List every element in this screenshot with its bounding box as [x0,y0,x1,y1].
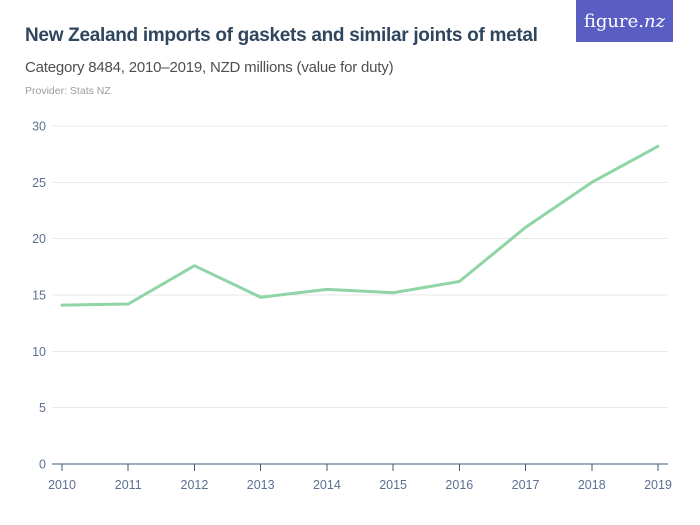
x-tick-label: 2014 [313,478,341,492]
x-tick-label: 2010 [48,478,76,492]
x-tick-label: 2012 [181,478,209,492]
x-tick-label: 2017 [512,478,540,492]
data-line-series [60,144,660,307]
y-tick-label: 0 [39,458,46,472]
y-tick-label: 30 [32,120,46,134]
figure-nz-logo-text: figure.nz [584,11,665,32]
logo-tld: nz [644,10,666,32]
x-tick-label: 2011 [115,478,142,492]
y-tick-label: 20 [32,232,46,246]
x-tick-label: 2018 [578,478,606,492]
logo-main: figure. [583,10,645,32]
y-tick-label: 5 [39,401,46,415]
figure-nz-logo[interactable]: figure.nz [576,0,673,42]
provider-label: Provider: Stats NZ [25,85,111,97]
x-tick-label: 2019 [644,478,672,492]
x-tick-label: 2016 [445,478,473,492]
x-tick-label: 2013 [247,478,275,492]
y-tick-label: 10 [32,345,46,359]
x-tick-label: 2015 [379,478,407,492]
y-tick-label: 25 [32,176,46,190]
y-tick-label: 15 [32,289,46,303]
page-title: New Zealand imports of gaskets and simil… [25,25,538,46]
chart-subtitle: Category 8484, 2010–2019, NZD millions (… [25,59,394,76]
